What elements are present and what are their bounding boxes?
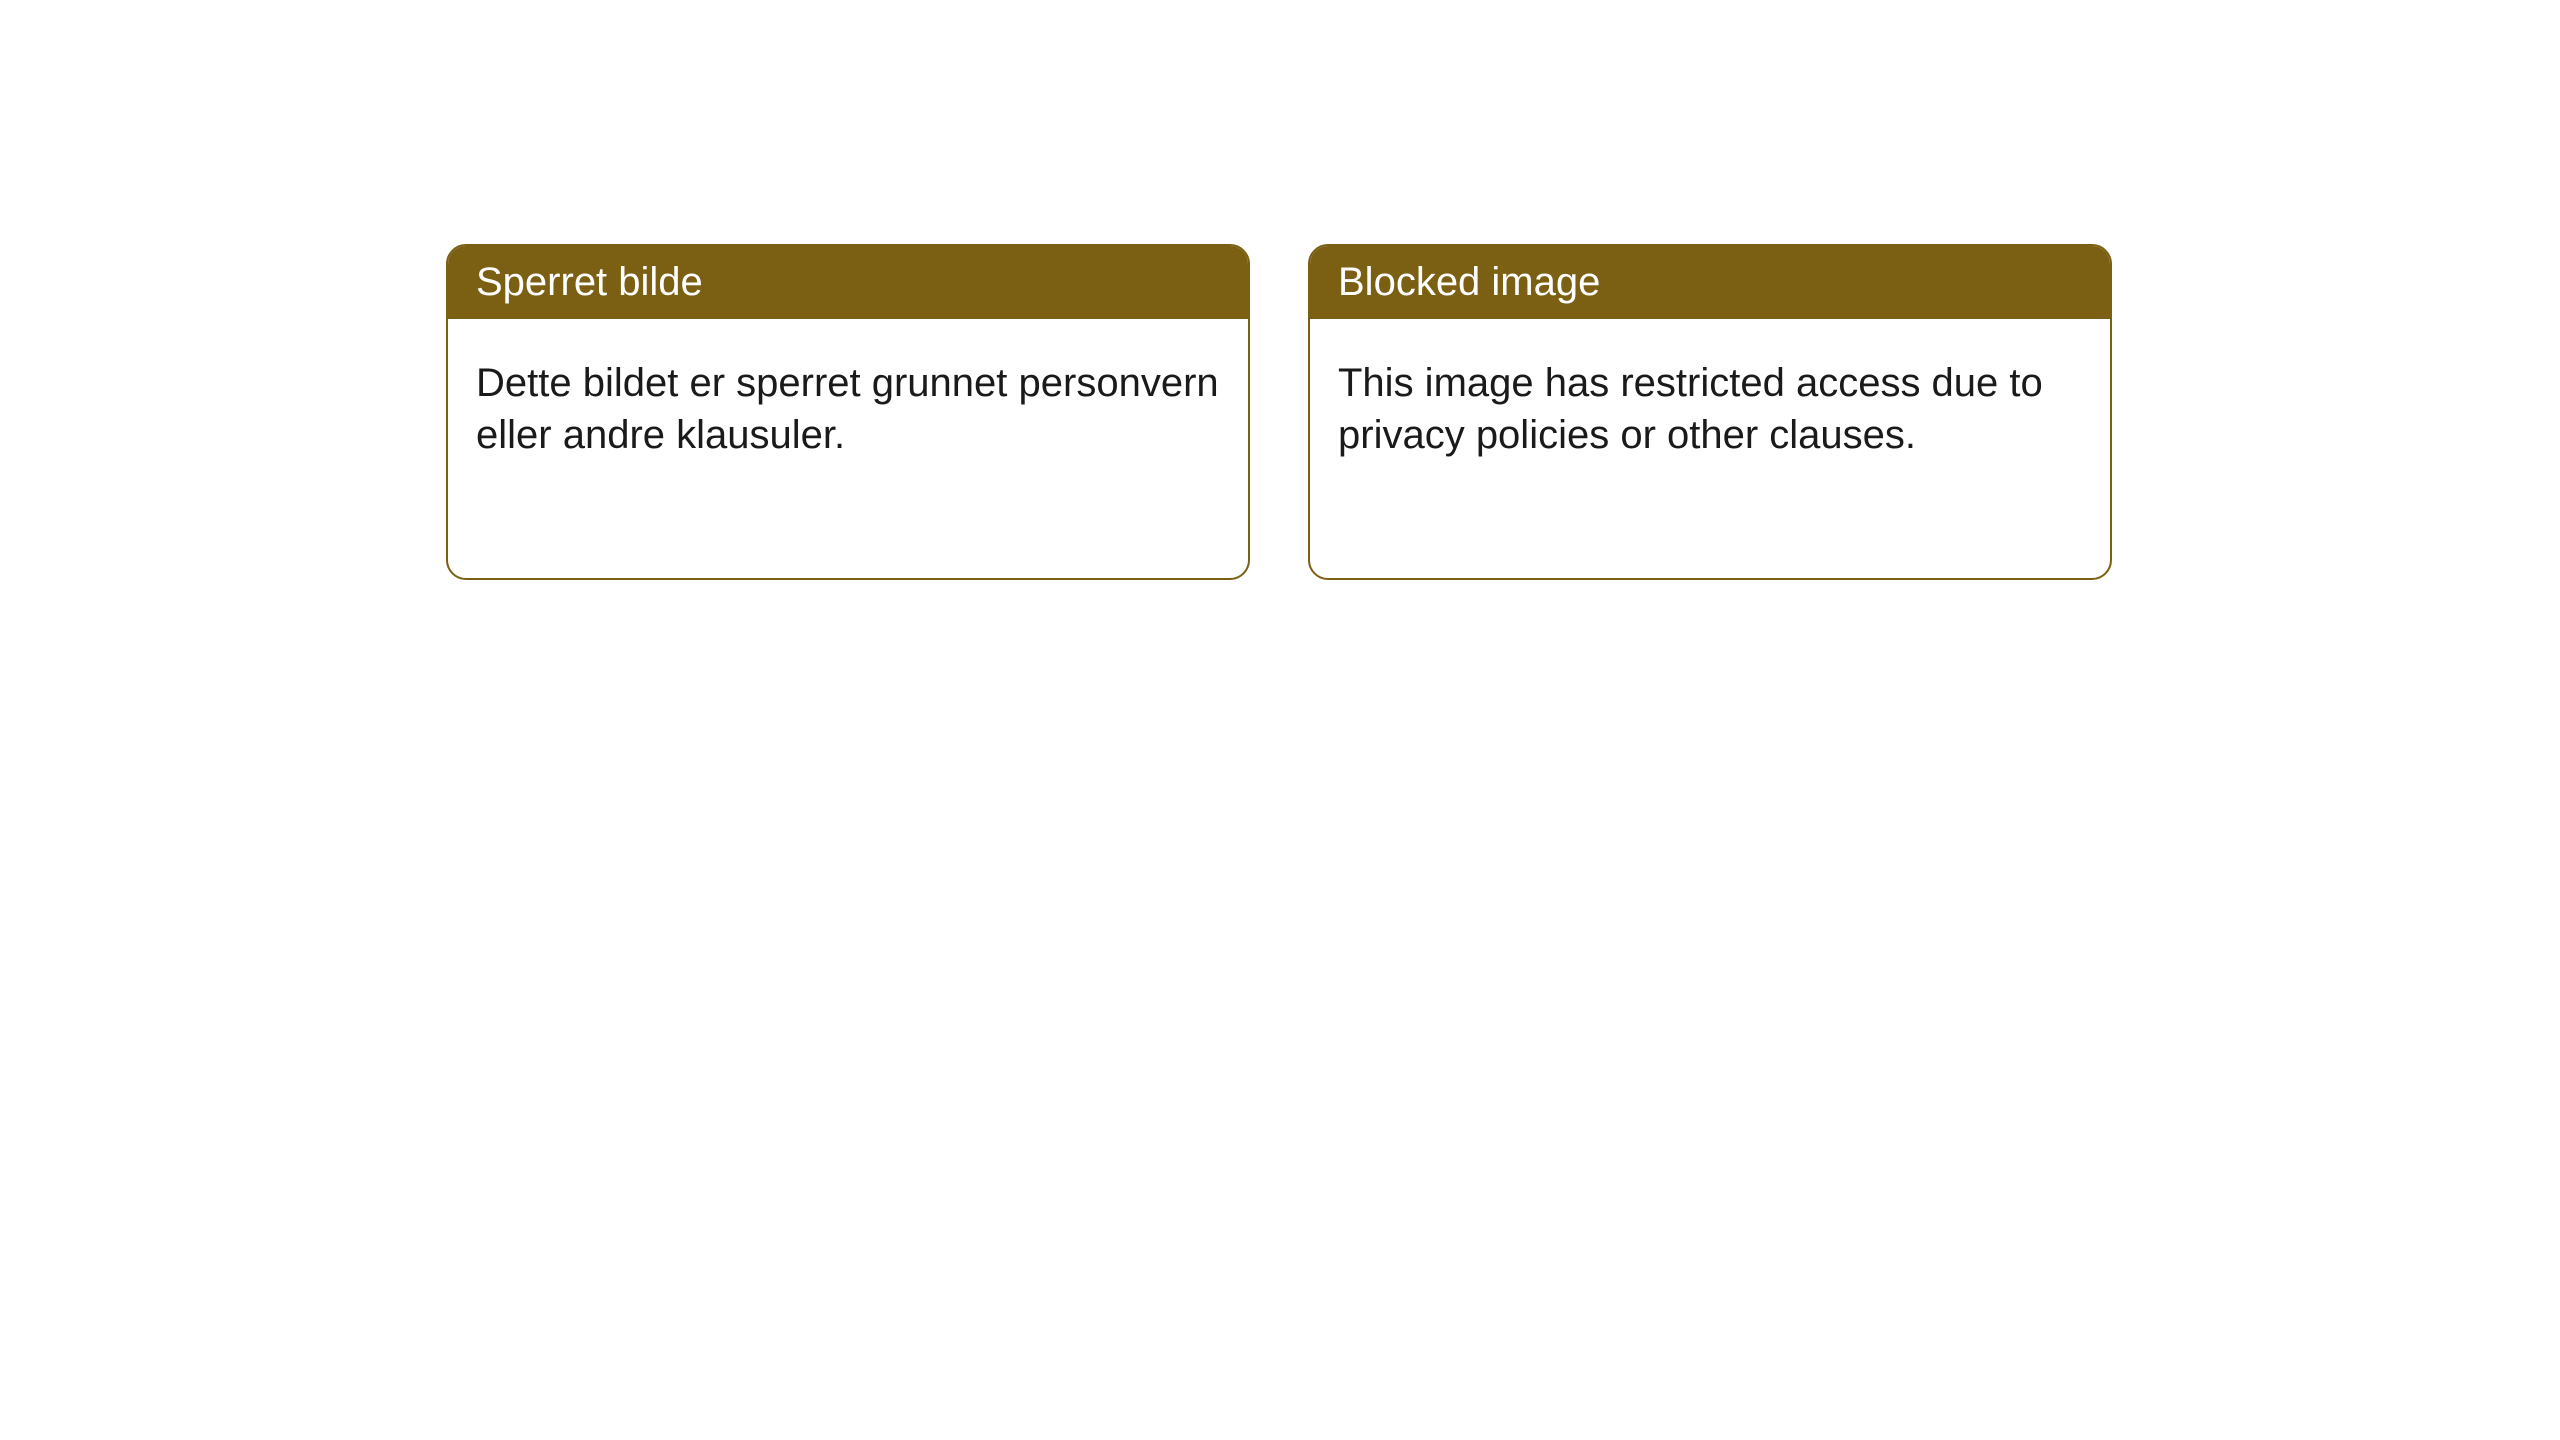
notice-card-english: Blocked image This image has restricted … bbox=[1308, 244, 2112, 580]
notice-container: Sperret bilde Dette bildet er sperret gr… bbox=[0, 0, 2560, 580]
card-header: Sperret bilde bbox=[448, 246, 1248, 319]
card-header: Blocked image bbox=[1310, 246, 2110, 319]
card-message: Dette bildet er sperret grunnet personve… bbox=[476, 361, 1219, 457]
card-title: Sperret bilde bbox=[476, 260, 703, 304]
notice-card-norwegian: Sperret bilde Dette bildet er sperret gr… bbox=[446, 244, 1250, 580]
card-body: Dette bildet er sperret grunnet personve… bbox=[448, 319, 1248, 499]
card-body: This image has restricted access due to … bbox=[1310, 319, 2110, 499]
card-message: This image has restricted access due to … bbox=[1338, 361, 2043, 457]
card-title: Blocked image bbox=[1338, 260, 1600, 304]
